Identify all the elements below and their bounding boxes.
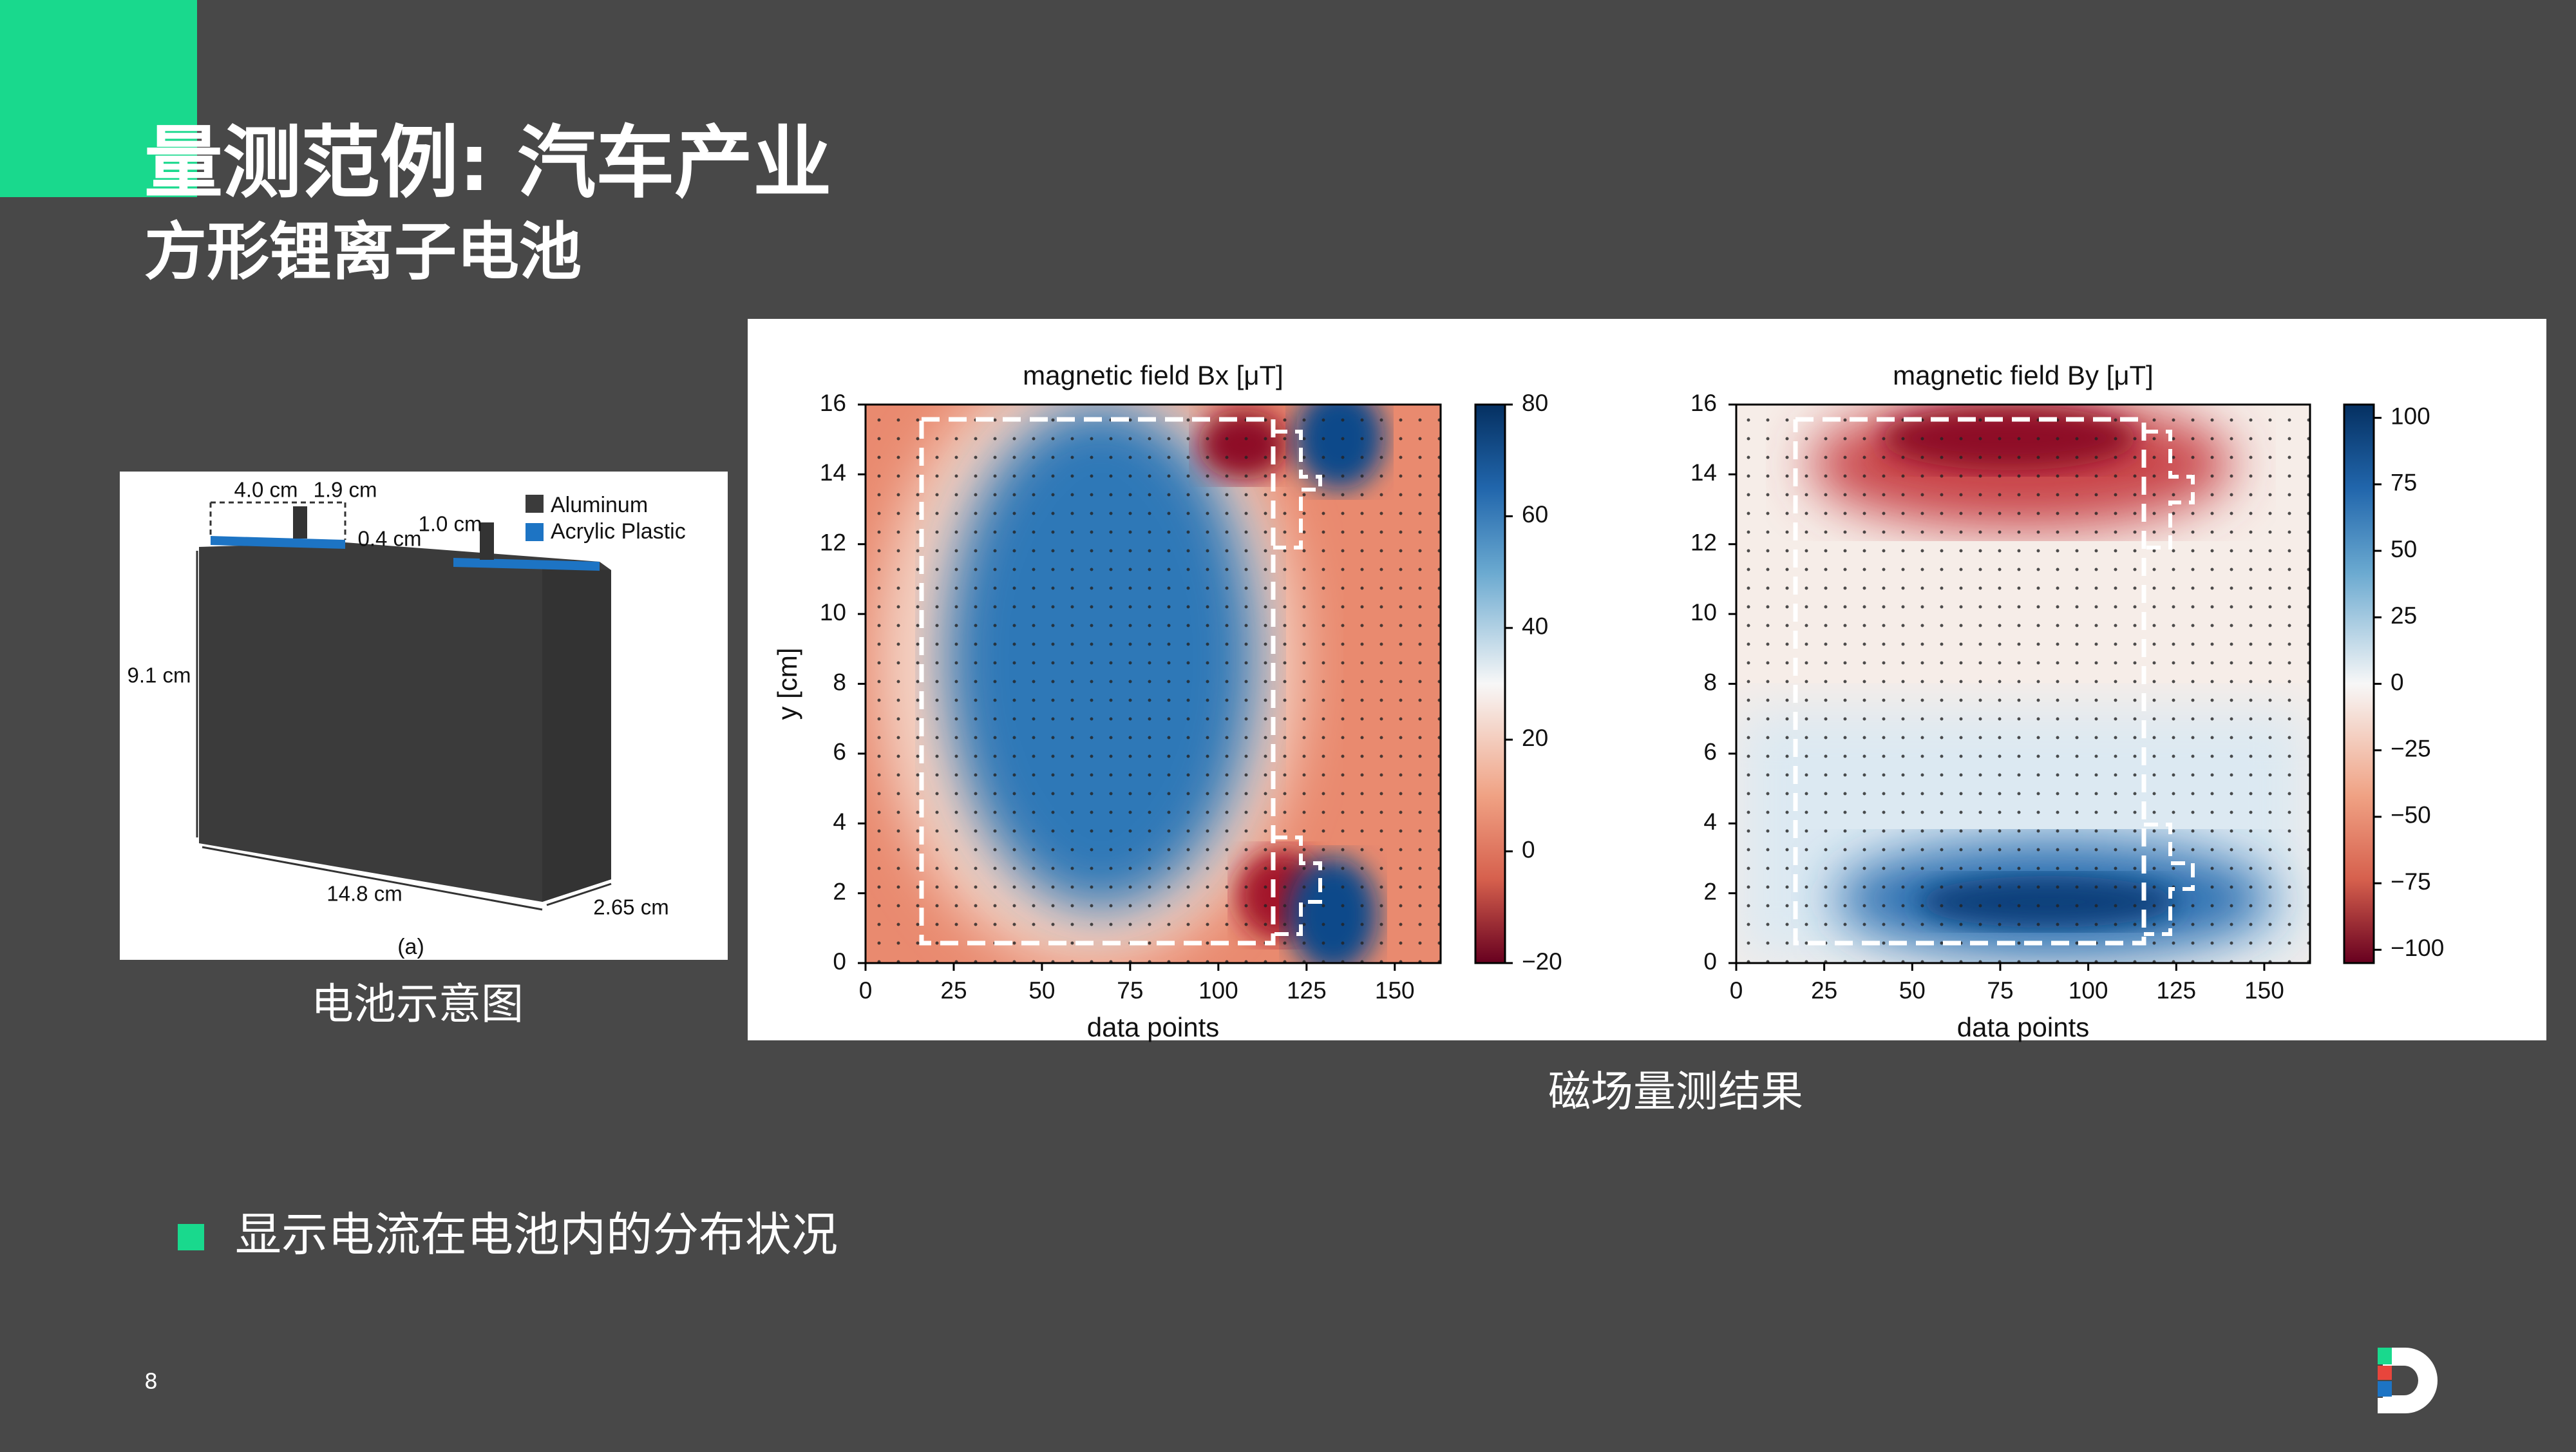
y-tick-label: 10 bbox=[1690, 599, 1717, 626]
acrylic-strip bbox=[211, 536, 345, 549]
x-tick-label: 25 bbox=[940, 977, 967, 1004]
y-tick-label: 8 bbox=[1703, 669, 1717, 695]
colorbar-tick-label: 80 bbox=[1522, 390, 1548, 416]
x-tick-label: 0 bbox=[859, 977, 873, 1004]
x-tick-label: 125 bbox=[1287, 977, 1327, 1004]
x-axis-label: data points bbox=[1087, 1012, 1220, 1042]
acrylic-strip bbox=[453, 558, 600, 571]
colorbar-tick-label: −75 bbox=[2391, 868, 2431, 895]
legend-label: Aluminum bbox=[551, 493, 648, 517]
y-tick-label: 0 bbox=[1703, 948, 1717, 975]
x-tick-label: 75 bbox=[1987, 977, 2013, 1004]
colorbar-tick-label: 20 bbox=[1522, 725, 1548, 751]
colorbar-tick-label: −100 bbox=[2391, 935, 2444, 961]
colorbar bbox=[2343, 403, 2375, 964]
y-tick-label: 2 bbox=[1703, 878, 1717, 904]
colorbar-tick-label: 75 bbox=[2391, 470, 2417, 496]
caption: 磁场量测结果 bbox=[1548, 1067, 1803, 1116]
y-tick-label: 2 bbox=[833, 878, 846, 904]
title: 量测范例: 汽车产业 bbox=[144, 117, 831, 209]
x-tick-label: 100 bbox=[2069, 977, 2108, 1004]
y-tick-label: 4 bbox=[1703, 808, 1717, 835]
colorbar-tick-label: 0 bbox=[2391, 669, 2404, 695]
dimension-label: 14.8 cm bbox=[327, 882, 402, 906]
dimension-label: 1.9 cm bbox=[313, 478, 377, 502]
colorbar-tick-label: −25 bbox=[2391, 735, 2431, 761]
y-tick-label: 12 bbox=[820, 530, 846, 556]
plot-title: magnetic field Bx [μT] bbox=[1023, 360, 1283, 390]
dimension-label: 1.0 cm bbox=[418, 512, 482, 536]
bullet-text: 显示电流在电池内的分布状况 bbox=[235, 1208, 838, 1262]
x-tick-label: 0 bbox=[1730, 977, 1743, 1004]
x-tick-label: 150 bbox=[2244, 977, 2284, 1004]
y-tick-label: 14 bbox=[820, 459, 846, 486]
y-tick-label: 14 bbox=[1690, 459, 1717, 486]
colorbar-tick-label: 25 bbox=[2391, 602, 2417, 629]
legend-swatch bbox=[526, 495, 544, 513]
colorbar-tick-label: 0 bbox=[1522, 836, 1535, 863]
x-tick-label: 50 bbox=[1899, 977, 1926, 1004]
y-tick-label: 6 bbox=[833, 739, 846, 765]
x-tick-label: 75 bbox=[1117, 977, 1143, 1004]
y-tick-label: 12 bbox=[1690, 530, 1717, 556]
legend-swatch bbox=[526, 523, 544, 541]
x-tick-label: 100 bbox=[1198, 977, 1238, 1004]
logo bbox=[2378, 1348, 2438, 1413]
legend-label: Acrylic Plastic bbox=[551, 519, 686, 544]
terminal bbox=[293, 506, 307, 539]
terminal bbox=[480, 522, 494, 560]
accent-block bbox=[0, 0, 197, 197]
colorbar-tick-label: 40 bbox=[1522, 613, 1548, 640]
y-tick-label: 6 bbox=[1703, 739, 1717, 765]
battery-figure: Aluminum Acrylic Plastic (a) bbox=[120, 472, 728, 960]
panel-label: (a) bbox=[397, 935, 424, 959]
y-axis-label: y [cm] bbox=[772, 648, 802, 720]
colorbar-tick-label: 60 bbox=[1522, 501, 1548, 528]
page-number: 8 bbox=[144, 1369, 158, 1394]
y-tick-label: 8 bbox=[833, 669, 846, 695]
caption: 电池示意图 bbox=[311, 979, 524, 1029]
dimension-label: 2.65 cm bbox=[593, 895, 668, 919]
subtitle: 方形锂离子电池 bbox=[144, 215, 582, 288]
battery-side bbox=[542, 567, 611, 902]
heatmap-image bbox=[1736, 405, 2310, 963]
colorbar-tick-label: −50 bbox=[2391, 802, 2431, 828]
x-tick-label: 125 bbox=[2156, 977, 2196, 1004]
x-axis-label: data points bbox=[1957, 1012, 2090, 1042]
x-tick-label: 25 bbox=[1811, 977, 1837, 1004]
dimension-label: 9.1 cm bbox=[127, 664, 191, 687]
plot-title: magnetic field By [μT] bbox=[1893, 360, 2154, 390]
heatmap-image bbox=[866, 405, 1441, 963]
y-tick-label: 4 bbox=[833, 808, 846, 835]
dimension-label: 0.4 cm bbox=[357, 527, 421, 551]
y-tick-label: 10 bbox=[820, 599, 846, 626]
y-tick-label: 16 bbox=[820, 390, 846, 416]
x-tick-label: 50 bbox=[1028, 977, 1055, 1004]
dimension-lines bbox=[196, 501, 612, 911]
bullet-marker bbox=[178, 1224, 204, 1250]
colorbar-tick-label: 50 bbox=[2391, 536, 2417, 562]
x-tick-label: 150 bbox=[1375, 977, 1415, 1004]
colorbar bbox=[1474, 403, 1506, 964]
colorbar-tick-label: 100 bbox=[2391, 403, 2430, 429]
dimension-label: 4.0 cm bbox=[234, 478, 298, 502]
colorbar-tick-label: −20 bbox=[1522, 948, 1562, 975]
y-tick-label: 0 bbox=[833, 948, 846, 975]
battery-body bbox=[199, 542, 611, 902]
y-tick-label: 16 bbox=[1690, 390, 1717, 416]
